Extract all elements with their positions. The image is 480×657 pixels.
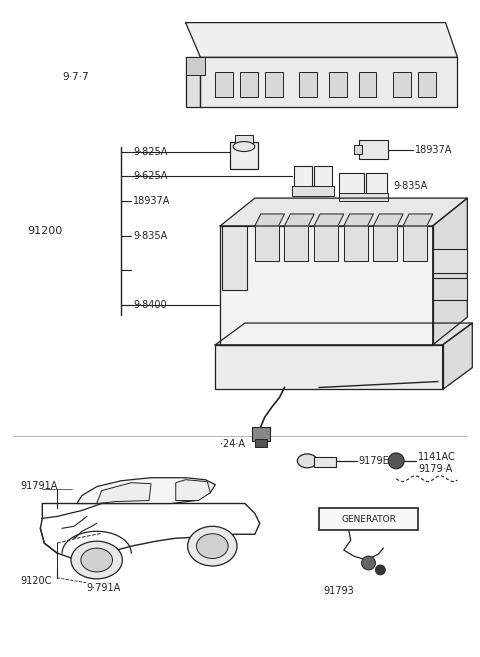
Bar (230, 142, 258, 170)
Polygon shape (433, 198, 468, 345)
Polygon shape (443, 323, 472, 390)
Text: 91793: 91793 (324, 586, 354, 596)
Polygon shape (96, 483, 151, 503)
Text: 18937A: 18937A (133, 196, 170, 206)
FancyBboxPatch shape (314, 457, 336, 467)
Polygon shape (344, 226, 368, 261)
Polygon shape (176, 480, 210, 501)
Bar (354, 145, 361, 154)
Bar (433, 279, 468, 300)
Polygon shape (186, 57, 201, 107)
Text: 9·835A: 9·835A (133, 231, 168, 241)
Text: 18937A: 18937A (415, 145, 452, 154)
Circle shape (375, 565, 385, 575)
Circle shape (388, 453, 404, 469)
Bar (418, 72, 436, 97)
Text: 9·625A: 9·625A (133, 171, 168, 181)
Bar (255, 439, 267, 447)
Polygon shape (403, 214, 433, 226)
Ellipse shape (196, 533, 228, 558)
Bar (329, 72, 347, 97)
Bar (339, 193, 388, 201)
Ellipse shape (188, 526, 237, 566)
Bar (319, 509, 418, 530)
Bar (216, 72, 233, 97)
Bar (433, 249, 468, 273)
Bar (314, 166, 332, 188)
Bar (294, 166, 312, 188)
Polygon shape (201, 57, 457, 107)
Text: 9·8400: 9·8400 (133, 300, 167, 310)
Bar (252, 427, 270, 441)
Text: 9179EA: 9179EA (359, 456, 396, 466)
Ellipse shape (81, 548, 112, 572)
Polygon shape (373, 226, 397, 261)
Polygon shape (255, 226, 278, 261)
Bar (366, 173, 387, 195)
Polygon shape (403, 226, 427, 261)
Bar (393, 72, 411, 97)
Polygon shape (373, 214, 403, 226)
Text: 91200: 91200 (27, 226, 63, 236)
Text: 9·791A: 9·791A (87, 583, 121, 593)
Polygon shape (220, 226, 433, 345)
Polygon shape (220, 198, 468, 226)
Ellipse shape (233, 142, 255, 152)
Text: 9·825A: 9·825A (133, 147, 168, 156)
Bar (222, 226, 247, 290)
Text: 9·7·7: 9·7·7 (62, 72, 89, 82)
Ellipse shape (297, 454, 317, 468)
Polygon shape (255, 214, 285, 226)
Text: 9·835A: 9·835A (393, 181, 428, 191)
Bar (359, 139, 388, 160)
Text: 9120C: 9120C (21, 576, 52, 586)
Bar (235, 135, 253, 145)
Polygon shape (186, 22, 457, 57)
Text: ·24·A: ·24·A (220, 439, 245, 449)
Polygon shape (285, 214, 314, 226)
Bar (186, 57, 205, 75)
Text: 91791A: 91791A (21, 481, 58, 491)
Bar (300, 72, 317, 97)
Bar (339, 173, 363, 195)
Text: GENERATOR: GENERATOR (341, 515, 396, 524)
Polygon shape (285, 226, 308, 261)
Bar (264, 72, 283, 97)
Polygon shape (344, 214, 373, 226)
Bar (240, 72, 258, 97)
Bar (292, 186, 334, 196)
Ellipse shape (71, 541, 122, 579)
Circle shape (361, 556, 375, 570)
Text: 1141AC: 1141AC (418, 452, 456, 462)
Text: 9179·A: 9179·A (418, 464, 452, 474)
Polygon shape (314, 214, 344, 226)
Bar (359, 72, 376, 97)
Polygon shape (216, 345, 443, 390)
Polygon shape (314, 226, 338, 261)
Polygon shape (77, 478, 216, 503)
Polygon shape (216, 323, 472, 345)
